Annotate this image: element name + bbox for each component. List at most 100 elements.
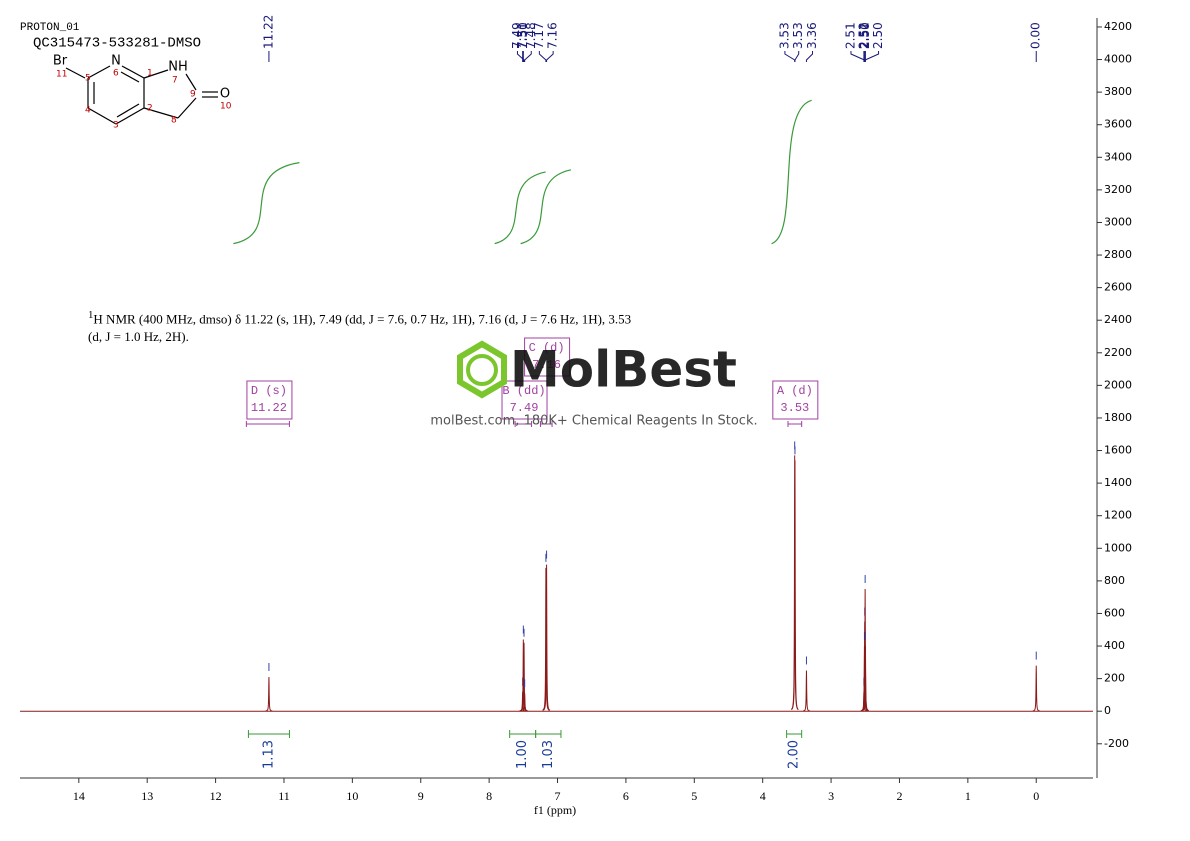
- description-text: H NMR (400 MHz, dmso) δ 11.22 (s, 1H), 7…: [88, 311, 632, 345]
- peak-label: 3.53: [777, 22, 791, 49]
- x-tick-label: 13: [141, 789, 153, 803]
- atom-number: 11: [56, 70, 67, 80]
- atom-number: 2: [147, 104, 153, 114]
- peak-label: 2.51: [857, 22, 871, 49]
- peak-label: 3.53: [791, 22, 805, 49]
- multiplet-box: [246, 380, 293, 420]
- atom-label: N: [111, 54, 121, 69]
- superscript: 1: [88, 309, 94, 321]
- atom-number: 10: [220, 102, 232, 112]
- y-tick-label: 2400: [1104, 313, 1132, 326]
- multiplet-box: [772, 380, 819, 420]
- peak-label: 11.22: [261, 15, 275, 49]
- multiplet-label: C (d): [529, 341, 565, 355]
- x-tick-label: 6: [623, 789, 629, 803]
- multiplet-shift: 3.53: [780, 401, 809, 415]
- multiplet-box: [524, 337, 571, 377]
- integral-curve: [494, 171, 546, 245]
- y-tick-label: 3600: [1104, 118, 1132, 131]
- peak-connector: [546, 51, 554, 62]
- peak-label: 0.00: [1029, 22, 1043, 49]
- atom-label: NH: [168, 60, 188, 75]
- peak-connector: [516, 51, 525, 62]
- multiplet-box: [501, 380, 548, 420]
- y-tick-label: 800: [1104, 574, 1125, 587]
- x-tick-label: 11: [278, 789, 290, 803]
- x-tick-label: 3: [828, 789, 834, 803]
- atom-number: 3: [113, 121, 119, 131]
- atom-label: Br: [53, 54, 68, 69]
- multiplet-label: B (dd): [502, 384, 545, 398]
- peak-label: 7.50: [516, 22, 530, 49]
- peak-label: 2.50: [858, 22, 872, 49]
- peak-connector: [524, 51, 532, 62]
- integral-label: 1.03: [541, 740, 556, 769]
- peak-label: 2.52: [856, 22, 870, 49]
- atom-number: 8: [171, 116, 177, 126]
- peak: [542, 567, 550, 711]
- x-tick-label: 1: [965, 789, 971, 803]
- multiplet-shift: 7.16: [532, 358, 561, 372]
- x-tick-label: 14: [73, 789, 85, 803]
- x-tick-label: 12: [210, 789, 222, 803]
- y-tick-label: 2800: [1104, 248, 1132, 261]
- peak-connector: [850, 51, 865, 62]
- peak: [542, 564, 551, 711]
- peak-label: 7.17: [532, 22, 546, 49]
- peak-connector: [794, 51, 800, 62]
- y-tick-label: 2600: [1104, 281, 1132, 294]
- y-tick-label: 1000: [1104, 541, 1132, 554]
- peak: [1032, 665, 1040, 712]
- integral-label: 2.00: [787, 740, 802, 769]
- peak-connector: [784, 51, 796, 62]
- y-tick-label: -200: [1104, 737, 1129, 750]
- atom-number: 9: [190, 90, 196, 100]
- structure: [65, 65, 218, 125]
- y-tick-label: 3200: [1104, 183, 1132, 196]
- y-tick-label: 4200: [1104, 20, 1132, 33]
- multiplet-label: A (d): [777, 384, 813, 398]
- y-tick-label: 2000: [1104, 378, 1132, 391]
- peak-connector: [864, 51, 880, 62]
- integral-curve: [520, 169, 572, 245]
- x-tick-label: 0: [1033, 789, 1039, 803]
- peak-label: 7.48: [524, 22, 538, 49]
- peak-label: 7.16: [546, 22, 560, 49]
- y-tick-label: 1400: [1104, 476, 1132, 489]
- atom-label: O: [220, 87, 230, 102]
- x-tick-label: 9: [418, 789, 424, 803]
- atom-number: 5: [85, 74, 91, 84]
- x-tick-label: 2: [896, 789, 902, 803]
- peak-connector: [538, 51, 547, 62]
- multiplet-label: D (s): [251, 384, 287, 398]
- header-line: PROTON_01: [20, 22, 80, 34]
- y-tick-label: 200: [1104, 672, 1125, 685]
- peak-label: 7.51: [515, 22, 529, 49]
- y-tick-label: 3800: [1104, 85, 1132, 98]
- x-axis-label: f1 (ppm): [534, 803, 576, 817]
- atom-number: 1: [147, 69, 153, 79]
- x-tick-label: 10: [346, 789, 358, 803]
- peak-label: 2.50: [871, 22, 885, 49]
- x-tick-label: 7: [555, 789, 561, 803]
- peak: [861, 646, 869, 712]
- peak-label: 2.51: [843, 22, 857, 49]
- integral-label: 1.13: [261, 740, 276, 769]
- x-tick-label: 8: [486, 789, 492, 803]
- integral-curve: [771, 99, 812, 245]
- description: 1H NMR (400 MHz, dmso) δ 11.22 (s, 1H), …: [88, 306, 648, 346]
- y-tick-label: 1600: [1104, 444, 1132, 457]
- y-tick-label: 0: [1104, 704, 1111, 717]
- integral-label: 1.00: [515, 740, 530, 769]
- y-tick-label: 3000: [1104, 215, 1132, 228]
- peak: [791, 460, 799, 710]
- multiplet-shift: 7.49: [510, 401, 539, 415]
- y-tick-label: 600: [1104, 606, 1125, 619]
- y-tick-label: 2200: [1104, 346, 1132, 359]
- atom-number: 6: [113, 69, 119, 79]
- peak: [265, 676, 273, 712]
- y-tick-label: 1200: [1104, 509, 1132, 522]
- header-line: QC315473-533281-DMSO: [33, 36, 201, 52]
